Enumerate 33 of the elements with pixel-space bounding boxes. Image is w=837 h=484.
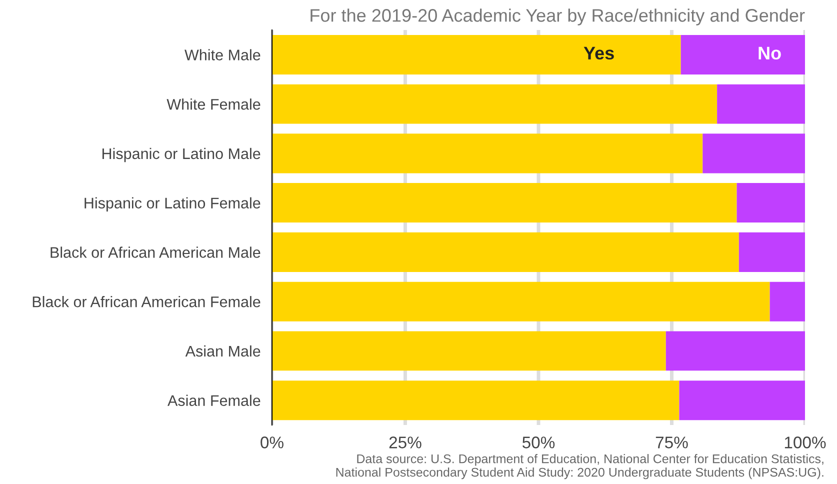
bar — [272, 34, 681, 74]
x-tick-label: 0% — [260, 436, 284, 448]
y-tick-label: Asian Female — [168, 394, 260, 406]
x-tick-label: 50% — [522, 436, 555, 448]
bar — [702, 134, 805, 174]
chart-title: For the 2019-20 Academic Year by Race/ethnicity and Gender — [310, 8, 805, 26]
y-tick-label: White Male — [184, 49, 260, 60]
bar — [272, 282, 770, 322]
bar — [680, 34, 805, 74]
y-tick-label: Black or African American Male — [50, 246, 260, 258]
y-tick-label: Hispanic or Latino Female — [84, 197, 260, 212]
bar — [272, 84, 718, 124]
bar — [770, 282, 805, 322]
bar — [736, 183, 805, 223]
bar — [272, 183, 737, 223]
bar — [666, 331, 805, 371]
bar — [717, 84, 805, 124]
y-tick-label: Hispanic or Latino Male — [102, 148, 260, 162]
bar — [679, 380, 805, 420]
bar — [272, 331, 666, 371]
bar — [272, 380, 680, 420]
series-label: No — [758, 46, 781, 60]
x-tick-label: 25% — [389, 436, 422, 448]
bar — [738, 232, 805, 272]
y-tick-label: Black or African American Female — [32, 296, 260, 308]
y-tick-label: Asian Male — [185, 345, 260, 357]
source-note: Data source: U.S. Department of Education, National Center for Education Statistics, National Postsecondary Student Aid Study: 2020 Undergraduate Students (NPSAS:UG). — [336, 454, 824, 480]
bar — [272, 232, 739, 272]
series-label: Yes — [584, 46, 614, 60]
x-tick-label: 100% — [784, 436, 826, 448]
x-tick-label: 75% — [656, 436, 688, 448]
bar — [272, 134, 703, 174]
y-tick-label: White Female — [166, 98, 260, 110]
